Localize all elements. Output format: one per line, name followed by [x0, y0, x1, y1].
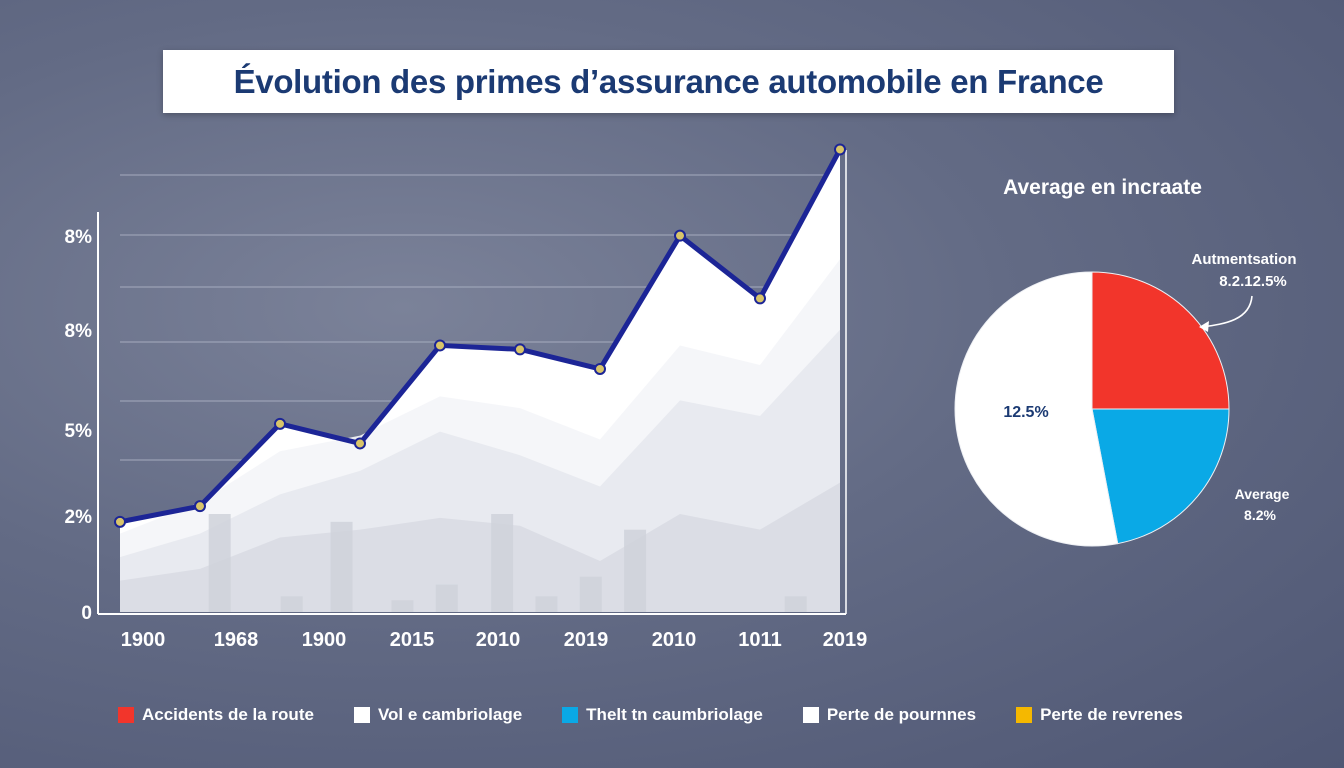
bar — [624, 529, 647, 612]
legend-item: Accidents de la route — [118, 705, 314, 725]
legend-item: Thelt tn caumbriolage — [562, 705, 763, 725]
legend-swatch — [1016, 707, 1033, 723]
pie-annotation: 8.2.12.5% — [1219, 273, 1287, 290]
legend-swatch — [118, 707, 134, 723]
legend-label: Vol e cambriolage — [377, 705, 523, 724]
legend-label: Thelt tn caumbriolage — [586, 705, 763, 724]
bar — [491, 514, 514, 612]
data-point — [514, 343, 526, 356]
legend-item: Vol e cambriolage — [353, 705, 523, 725]
bar — [784, 596, 807, 612]
legend-item: Perte de pournnes — [802, 705, 977, 725]
data-point — [354, 437, 366, 450]
bar — [535, 596, 558, 612]
y-tick-label: 5% — [65, 421, 93, 442]
bar — [579, 576, 602, 612]
legend: Accidents de la route Vol e cambriolage … — [118, 704, 1223, 726]
data-point — [114, 515, 126, 528]
pie-title: Average en incraate — [1003, 176, 1202, 199]
pie-slice — [1091, 408, 1230, 545]
x-tick-label: 2015 — [390, 629, 435, 651]
pie-annotation: Average — [1235, 486, 1290, 502]
x-tick-label: 1900 — [121, 629, 166, 651]
data-point — [434, 339, 446, 352]
data-point — [674, 229, 686, 242]
pie-annotation: 8.2% — [1244, 507, 1276, 523]
legend-label: Perte de revrenes — [1040, 705, 1183, 724]
annotation-arrowhead — [1199, 321, 1209, 332]
bar — [330, 521, 353, 612]
y-tick-label: 0 — [81, 603, 92, 624]
data-point — [594, 362, 606, 375]
series-line — [119, 148, 843, 525]
x-tick-label: 1968 — [214, 629, 259, 651]
y-tick-label: 2% — [65, 507, 93, 528]
legend-label: Perte de pournnes — [826, 705, 977, 724]
data-point — [754, 292, 766, 305]
x-tick-label: 2010 — [652, 629, 697, 651]
pie-slice — [1091, 271, 1230, 410]
y-tick-label: 8% — [65, 321, 93, 342]
legend-swatch — [353, 707, 370, 723]
chart-title: Évolution des primes d’assurance automob… — [233, 62, 1104, 100]
pie-annotation: 12.5% — [1003, 404, 1048, 421]
annotation-arrow — [1201, 295, 1253, 328]
data-point — [274, 417, 286, 430]
x-tick-label: 1011 — [738, 629, 781, 651]
x-tick-label: 2019 — [823, 629, 868, 651]
legend-label: Accidents de la route — [142, 705, 314, 724]
bar — [208, 514, 231, 612]
bar — [435, 584, 458, 612]
bar — [391, 600, 414, 612]
x-tick-label: 2019 — [564, 629, 609, 651]
legend-swatch — [562, 707, 579, 723]
legend-item: Perte de revrenes — [1016, 705, 1183, 725]
y-tick-label: 8% — [65, 227, 93, 248]
title-banner: Évolution des primes d’assurance automob… — [163, 50, 1174, 113]
data-point — [834, 143, 846, 156]
pie-slice — [954, 271, 1119, 547]
x-tick-label: 2010 — [476, 629, 521, 651]
data-point — [194, 500, 206, 513]
pie-annotation: Autmentsation — [1192, 251, 1297, 268]
legend-swatch — [802, 707, 819, 723]
background-area — [120, 482, 840, 612]
x-tick-label: 1900 — [302, 629, 347, 651]
bar — [280, 596, 303, 612]
